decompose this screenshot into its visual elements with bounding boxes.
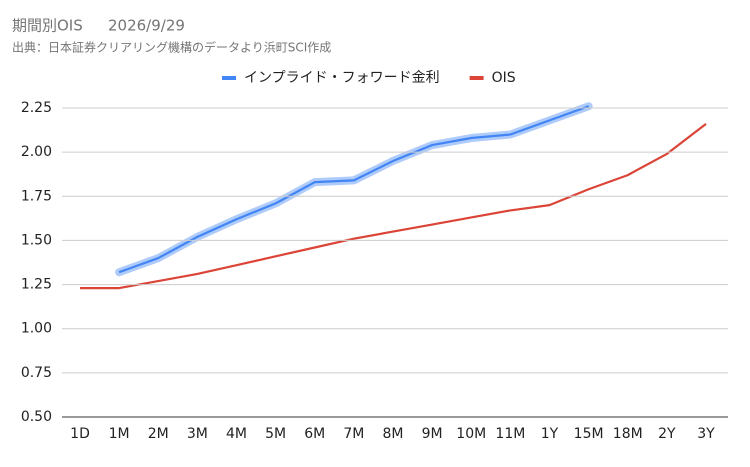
y-tick-label: 1.25: [21, 277, 52, 293]
legend-label: OIS: [492, 70, 516, 86]
x-tick-label: 1Y: [541, 426, 559, 442]
plot-area: [80, 102, 707, 290]
y-tick-label: 2.25: [21, 100, 52, 116]
x-tick-label: 1M: [109, 426, 130, 442]
x-tick-label: 11M: [495, 426, 525, 442]
y-tick-label: 1.50: [21, 232, 52, 248]
x-tick-label: 6M: [304, 426, 325, 442]
chart-subtitle: 出典：日本証券クリアリング機構のデータより浜町SCI作成: [12, 40, 331, 55]
x-tick-label: 4M: [226, 426, 247, 442]
x-tick-label: 15M: [574, 426, 604, 442]
x-tick-label: 10M: [456, 426, 486, 442]
y-tick-label: 1.00: [21, 321, 52, 337]
legend-label: インプライド・フォワード金利: [244, 70, 440, 86]
line: [80, 123, 707, 290]
x-tick-label: 3M: [187, 426, 208, 442]
y-tick-label: 1.75: [21, 188, 52, 204]
y-tick-label: 0.75: [21, 365, 52, 381]
chart-title: 期間別OIS: [12, 17, 83, 35]
x-tick-label: 8M: [383, 426, 404, 442]
x-tick-label: 9M: [422, 426, 443, 442]
x-tick-label: 18M: [613, 426, 643, 442]
x-tick-label: 2M: [148, 426, 169, 442]
chart-date: 2026/9/29: [108, 17, 185, 35]
x-tick-label: 1D: [70, 426, 90, 442]
x-tick-label: 3Y: [697, 426, 715, 442]
y-tick-label: 2.00: [21, 144, 52, 160]
x-tick-label: 2Y: [658, 426, 676, 442]
line: [118, 105, 589, 274]
x-tick-label: 5M: [265, 426, 286, 442]
y-tick-label: 0.50: [21, 409, 52, 425]
x-tick-label: 7M: [343, 426, 364, 442]
